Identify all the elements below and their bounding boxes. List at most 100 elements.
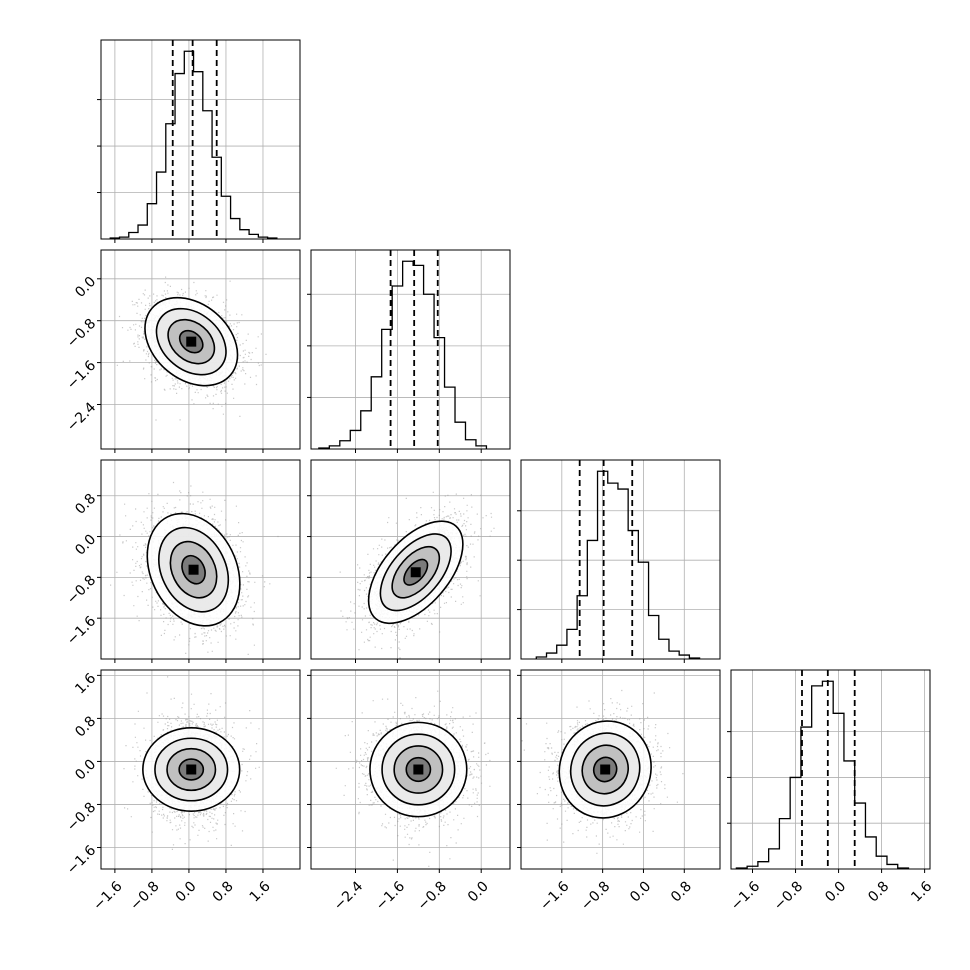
histogram-bar	[371, 377, 381, 449]
histogram-bar	[769, 849, 780, 869]
x-tick-label: −0.8	[578, 878, 613, 913]
scatter-panel-2-1	[307, 459, 511, 663]
density-peak	[186, 336, 197, 347]
histogram-bar	[628, 531, 638, 659]
histogram-bar	[618, 489, 628, 659]
histogram-bar	[340, 441, 350, 449]
panel-content	[339, 491, 495, 659]
panel-content	[318, 250, 488, 449]
histogram-bar	[865, 837, 876, 869]
x-tick-label: 0.0	[822, 878, 849, 905]
histogram-bar	[166, 124, 175, 239]
histogram-bar	[758, 862, 769, 869]
x-tick-label: −0.8	[127, 878, 162, 913]
scatter-panel-3-0	[97, 669, 301, 873]
x-tick-label: −0.8	[415, 878, 450, 913]
histogram-bar	[403, 261, 413, 449]
x-tick-label: −1.6	[373, 878, 408, 913]
histogram-bar	[240, 230, 249, 239]
x-tick-label: −2.4	[331, 878, 366, 913]
y-tick-label: −1.6	[64, 842, 99, 877]
histogram-bar	[249, 234, 258, 239]
y-tick-label: −0.8	[64, 316, 99, 351]
scatter-panel-1-0	[97, 249, 301, 453]
histogram-bar	[669, 651, 679, 659]
panel-frame	[310, 459, 511, 660]
density-peak	[186, 764, 197, 775]
histogram-bar	[887, 864, 898, 869]
x-tick-label: 0.0	[173, 878, 200, 905]
histogram-bar	[194, 72, 203, 239]
panel-content	[123, 676, 260, 850]
x-tick-label: −1.6	[537, 878, 572, 913]
x-tick-label: −1.6	[90, 878, 125, 913]
x-tick-label: 0.8	[210, 878, 237, 905]
y-tick-label: 0.8	[72, 491, 99, 518]
histogram-bar	[608, 483, 618, 659]
histogram-bar	[231, 219, 240, 239]
y-tick-label: −0.8	[64, 799, 99, 834]
x-tick-label: −1.6	[728, 878, 763, 913]
panel-frame	[310, 669, 511, 870]
panel-frame	[520, 669, 721, 870]
histogram-bar	[587, 540, 597, 659]
x-tick-label: 0.8	[865, 878, 892, 905]
y-tick-label: −2.4	[64, 399, 99, 434]
histogram-bar	[129, 232, 138, 239]
histogram-panel-0	[97, 39, 301, 243]
histogram-step-line	[318, 260, 488, 449]
panel-content	[521, 689, 684, 854]
histogram-step-line	[735, 680, 910, 869]
panel-frame	[100, 459, 301, 660]
y-tick-label: −1.6	[64, 613, 99, 648]
histogram-bar	[547, 653, 557, 659]
panel-frame	[520, 459, 721, 660]
x-tick-label: 0.8	[668, 878, 695, 905]
histogram-step-line	[535, 470, 701, 659]
histogram-bar	[465, 440, 475, 449]
density-peak	[413, 764, 424, 775]
histogram-bar	[659, 639, 669, 659]
histogram-bar	[138, 225, 147, 239]
histogram-bar	[577, 596, 587, 659]
scatter-panel-3-2	[517, 669, 721, 873]
scatter-panel-3-1	[307, 669, 511, 873]
y-tick-label: −0.8	[64, 572, 99, 607]
density-peak	[188, 564, 199, 575]
histogram-bar	[855, 803, 866, 869]
panel-content	[535, 460, 701, 659]
histogram-panel-3	[727, 669, 931, 873]
histogram-panel-2	[517, 459, 721, 663]
y-tick-label: −1.6	[64, 358, 99, 393]
panel-content	[335, 690, 491, 867]
histogram-bar	[203, 111, 212, 239]
histogram-bar	[801, 727, 812, 869]
histogram-bar	[424, 294, 434, 449]
panel-frame	[310, 249, 511, 450]
histogram-panel-1	[307, 249, 511, 453]
histogram-bar	[212, 157, 221, 239]
histogram-step-line	[109, 50, 278, 239]
panel-frame	[100, 39, 301, 240]
y-tick-label: 0.0	[72, 274, 99, 301]
panel-content	[110, 481, 279, 655]
histogram-bar	[157, 172, 166, 239]
y-tick-label: 0.8	[72, 713, 99, 740]
y-tick-label: 1.6	[72, 670, 99, 697]
x-tick-label: 0.0	[465, 878, 492, 905]
histogram-bar	[455, 422, 465, 449]
panel-content	[735, 670, 910, 869]
x-tick-label: 0.0	[627, 878, 654, 905]
histogram-bar	[175, 74, 184, 239]
panel-frame	[100, 669, 301, 870]
panel-content	[116, 276, 267, 421]
x-tick-label: 1.6	[247, 878, 274, 905]
histogram-bar	[649, 616, 659, 659]
histogram-bar	[567, 629, 577, 659]
histogram-bar	[445, 387, 455, 449]
x-tick-label: 1.6	[908, 878, 935, 905]
panel-content	[109, 40, 278, 239]
panel-frame	[730, 669, 931, 870]
panel-frame	[100, 249, 301, 450]
